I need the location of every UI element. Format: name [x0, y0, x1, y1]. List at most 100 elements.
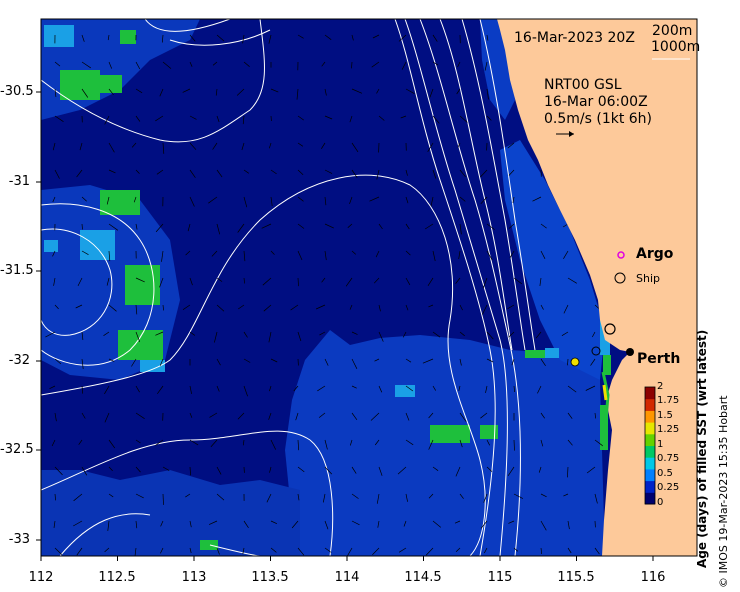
current-vector: [486, 115, 492, 121]
current-vector: [297, 169, 304, 176]
current-vector: [507, 466, 515, 476]
current-vector: [297, 439, 300, 451]
colorbar-segment: [645, 410, 655, 423]
current-vector: [373, 277, 380, 284]
current-vector: [45, 331, 56, 338]
current-vector: [376, 88, 380, 94]
current-vector: [483, 493, 488, 503]
current-vector: [78, 439, 83, 445]
current-vector: [54, 169, 60, 179]
current-vector: [349, 439, 353, 446]
current-vector: [513, 493, 524, 499]
current-vector: [324, 439, 328, 450]
current-vector: [189, 331, 196, 336]
current-vector: [351, 34, 354, 41]
current-vector: [236, 88, 245, 96]
current-vector: [540, 223, 547, 229]
current-vector: [540, 250, 546, 259]
current-vector: [429, 88, 434, 98]
current-vector: [480, 520, 488, 529]
current-vector: [108, 358, 115, 362]
current-vector: [135, 169, 140, 174]
colorbar-segment: [645, 480, 655, 493]
current-vector: [237, 223, 245, 233]
current-vector: [77, 277, 83, 287]
current-vector: [135, 88, 143, 94]
current-vector: [378, 385, 383, 393]
current-vector: [459, 439, 463, 448]
current-vector: [211, 250, 218, 257]
colorbar-segment: [645, 433, 655, 446]
current-vector: [480, 169, 488, 178]
current-vector: [351, 61, 353, 69]
current-vector: [216, 385, 220, 392]
current-vector: [480, 412, 488, 419]
current-vector: [216, 223, 221, 235]
current-vector: [324, 358, 329, 366]
current-vector: [324, 466, 333, 475]
current-vector: [567, 358, 569, 366]
current-vector: [374, 358, 380, 362]
plot-frame: [40, 18, 698, 557]
x-tick-label: 112: [28, 570, 54, 585]
current-vector: [296, 88, 299, 100]
current-vector: [238, 304, 245, 310]
colorbar: [645, 387, 655, 505]
current-vector: [590, 358, 596, 366]
colorbar-tick-label: 1.25: [657, 424, 680, 435]
current-vector: [378, 466, 383, 476]
current-vector: [297, 493, 300, 501]
current-vector: [216, 547, 220, 555]
current-vector: [104, 115, 110, 125]
current-vector: [567, 277, 577, 284]
coastal-recent-strip: [601, 371, 610, 451]
current-vector: [81, 196, 87, 202]
current-model-label: NRT00 GSL: [544, 77, 622, 93]
colorbar-tick-label: 0.25: [657, 482, 680, 493]
current-vector: [403, 520, 407, 527]
current-vector: [54, 493, 56, 501]
current-vector: [242, 547, 245, 555]
current-vector: [457, 142, 461, 148]
current-vector: [540, 493, 547, 498]
current-vector: [405, 196, 409, 204]
current-vector: [209, 412, 218, 418]
current-scale-label: 0.5m/s (1kt 6h): [544, 111, 653, 127]
current-vector: [540, 358, 546, 366]
current-vector: [507, 142, 515, 149]
colorbar-tick-label: 0: [657, 497, 664, 508]
imos-credit: © IMOS 19-Mar-2023 15:35 Hobart: [717, 395, 730, 588]
current-vector: [591, 331, 596, 338]
current-vector: [131, 358, 137, 367]
current-vector: [455, 547, 461, 552]
current-vector: [513, 547, 519, 552]
current-vector: [107, 520, 110, 531]
current-vector: [81, 385, 84, 394]
current-vector: [161, 250, 164, 262]
current-vector: [79, 142, 83, 151]
current-vector: [162, 466, 170, 471]
current-vector: [216, 277, 223, 282]
current-vector: [428, 304, 434, 308]
current-vector: [76, 169, 83, 178]
colorbar-segment: [645, 422, 655, 435]
current-vector: [486, 331, 494, 340]
current-vector: [486, 223, 495, 230]
current-vector: [135, 331, 141, 343]
current-vector: [243, 61, 250, 67]
current-vector: [76, 547, 83, 556]
current-vector: [243, 520, 249, 528]
current-vector: [268, 142, 272, 149]
current-vector: [322, 493, 326, 503]
current-vector: [459, 412, 467, 422]
current-vector: [189, 115, 197, 120]
y-tick-label: -32: [8, 353, 30, 368]
current-vector: [54, 304, 59, 310]
current-vector: [297, 223, 305, 229]
current-vector: [106, 277, 110, 286]
current-vector: [242, 115, 245, 125]
current-vector: [297, 277, 299, 287]
current-vector: [243, 169, 249, 174]
current-vector: [81, 331, 84, 340]
current-vector: [459, 358, 462, 366]
